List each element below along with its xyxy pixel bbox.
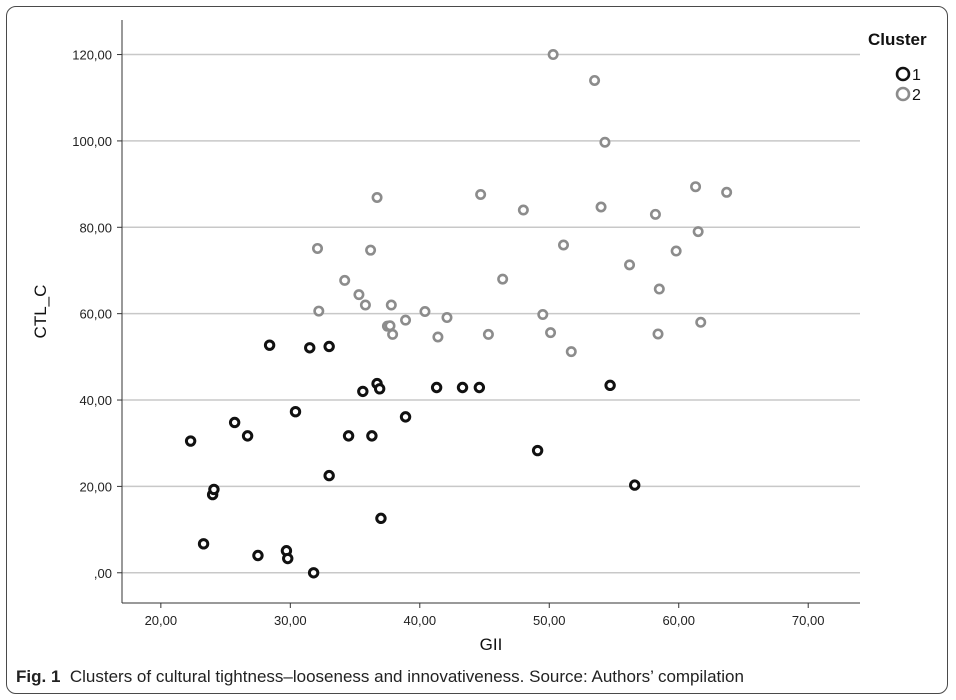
cluster-1-point — [282, 552, 294, 565]
cluster-2-point — [537, 309, 549, 321]
figure-caption: Fig. 1 Clusters of cultural tightness–lo… — [16, 667, 744, 687]
cluster-2-point — [670, 245, 682, 257]
cluster-2-point — [690, 181, 702, 193]
cluster-1-point — [241, 430, 254, 442]
gridlines — [122, 53, 860, 574]
cluster-2-point — [432, 331, 444, 343]
legend: Cluster 1 2 — [868, 30, 927, 104]
legend-label-1: 1 — [912, 67, 921, 84]
cluster-2-point — [441, 312, 453, 324]
cluster-2-point — [387, 328, 399, 340]
cluster-1-point — [228, 416, 241, 429]
cluster-2-point — [599, 136, 611, 148]
cluster-1-point — [263, 339, 276, 351]
cluster-2-point — [384, 320, 396, 332]
cluster-1-point — [456, 381, 469, 394]
cluster-2-point — [547, 49, 559, 61]
cluster-2-point — [359, 299, 371, 311]
axes — [121, 20, 860, 604]
cluster-2-point — [400, 314, 412, 326]
cluster-2-point — [624, 259, 636, 271]
legend-marker-1 — [895, 66, 911, 82]
figure-frame — [6, 6, 948, 694]
figure-label: Fig. 1 — [16, 667, 61, 686]
cluster-2-point — [385, 299, 397, 311]
cluster-2-point — [589, 74, 601, 86]
cluster-2-point — [545, 327, 557, 339]
cluster-2-point — [312, 242, 324, 254]
cluster-2-point — [517, 204, 529, 216]
cluster-2-point — [595, 201, 607, 213]
cluster-1-point — [307, 567, 320, 579]
cluster-1-point — [342, 430, 355, 442]
cluster-2-point — [313, 305, 325, 317]
legend-label-2: 2 — [912, 87, 921, 104]
x-tick-label: 40,00 — [404, 613, 437, 628]
data-points — [184, 49, 733, 579]
legend-marker-2 — [895, 86, 911, 102]
legend-title: Cluster — [868, 30, 927, 49]
cluster-1-point — [399, 411, 412, 423]
cluster-1-point — [357, 385, 369, 398]
cluster-2-point — [565, 346, 577, 358]
y-tick-label: 100,00 — [72, 134, 112, 149]
cluster-2-point — [721, 186, 733, 198]
cluster-1-point — [366, 430, 378, 442]
cluster-2-point — [649, 208, 661, 220]
x-tick-label: 70,00 — [792, 613, 825, 628]
cluster-1-point — [208, 483, 220, 496]
cluster-1-point — [323, 469, 335, 482]
y-ticks: ,00 20,00 40,00 60,00 80,00 100,00 120,00 — [72, 48, 122, 581]
cluster-2-point — [475, 188, 487, 200]
cluster-2-point — [653, 283, 665, 295]
x-tick-label: 30,00 — [274, 613, 307, 628]
x-tick-label: 50,00 — [533, 613, 566, 628]
y-tick-label: 20,00 — [79, 479, 112, 494]
cluster-2-point — [365, 244, 377, 256]
cluster-1-point — [430, 381, 443, 394]
cluster-1-point — [531, 444, 544, 457]
cluster-1-point — [604, 379, 616, 392]
x-ticks: 20,00 30,00 40,00 50,00 60,00 70,00 — [145, 603, 825, 628]
cluster-2-point — [558, 239, 570, 251]
cluster-2-point — [353, 289, 365, 301]
x-tick-label: 20,00 — [145, 613, 178, 628]
cluster-1-point — [629, 479, 641, 491]
cluster-2-point — [371, 191, 383, 203]
cluster-2-point — [339, 274, 351, 286]
cluster-1-point — [323, 340, 335, 353]
cluster-1-point — [473, 381, 486, 394]
cluster-1-point — [252, 549, 264, 562]
cluster-2-point — [482, 328, 494, 340]
cluster-2-point — [419, 305, 431, 317]
y-tick-label: 120,00 — [72, 48, 112, 63]
cluster-1-point — [197, 538, 210, 550]
cluster-1-point — [289, 405, 302, 418]
cluster-2-point — [497, 273, 509, 285]
cluster-2-point — [695, 316, 707, 328]
cluster-1-point — [184, 435, 197, 447]
cluster-2-point — [652, 328, 664, 340]
y-tick-label: ,00 — [94, 566, 112, 581]
cluster-1-point — [375, 512, 387, 525]
y-axis-label: CTL_C — [31, 285, 50, 339]
x-tick-label: 60,00 — [662, 613, 695, 628]
figure-caption-text: Clusters of cultural tightness–looseness… — [69, 667, 744, 686]
y-tick-label: 60,00 — [79, 307, 112, 322]
y-tick-label: 40,00 — [79, 393, 112, 408]
x-axis-label: GII — [480, 635, 503, 654]
cluster-1-point — [373, 383, 386, 395]
y-tick-label: 80,00 — [79, 220, 112, 235]
cluster-2-point — [692, 226, 704, 238]
cluster-1-point — [304, 342, 316, 354]
